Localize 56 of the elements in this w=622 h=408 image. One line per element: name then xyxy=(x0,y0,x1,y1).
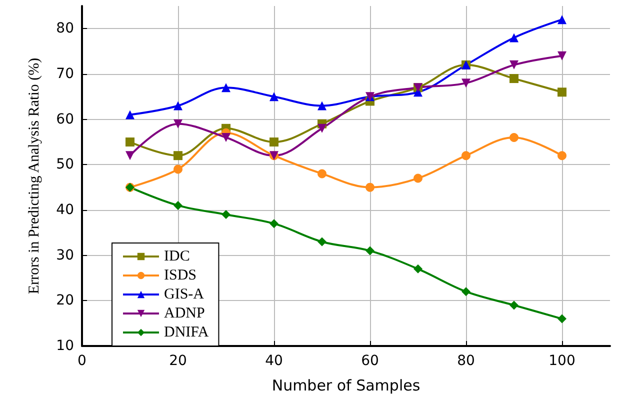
y-tick-label: 30 xyxy=(56,247,74,264)
point xyxy=(318,237,326,246)
point xyxy=(222,210,230,220)
point xyxy=(318,124,326,133)
point xyxy=(462,151,470,160)
point xyxy=(510,300,518,310)
x-tick-label: 20 xyxy=(169,353,187,369)
y-axis-title: Errors in Predicting Analysis Ratio (%) xyxy=(26,58,42,294)
legend-label: ISDS xyxy=(164,268,197,284)
point xyxy=(414,174,422,183)
legend-label: ADNP xyxy=(164,306,205,322)
x-tick-label: 40 xyxy=(265,353,283,369)
y-tick-label: 70 xyxy=(56,66,74,82)
y-tick-label: 40 xyxy=(56,202,74,218)
point xyxy=(366,246,374,256)
point xyxy=(558,51,566,60)
y-tick-label: 60 xyxy=(56,111,74,128)
y-tick-label: 10 xyxy=(56,338,74,354)
point xyxy=(366,182,374,192)
y-tick-label: 80 xyxy=(56,20,74,37)
legend-label: IDC xyxy=(164,248,190,264)
x-tick-label: 100 xyxy=(548,353,576,369)
point xyxy=(510,60,518,70)
point xyxy=(174,164,182,174)
point xyxy=(126,151,134,160)
x-tick-label: 80 xyxy=(457,353,475,369)
point xyxy=(558,15,566,24)
point xyxy=(126,110,134,120)
point xyxy=(510,33,518,42)
point xyxy=(318,169,326,178)
point xyxy=(558,88,566,97)
point xyxy=(270,219,278,228)
point xyxy=(510,132,518,142)
point xyxy=(462,287,470,296)
legend-label: DNIFA xyxy=(164,324,209,340)
point xyxy=(126,138,134,146)
point xyxy=(174,119,182,128)
point xyxy=(270,92,278,102)
point xyxy=(174,101,182,110)
x-tick-label: 0 xyxy=(78,353,86,369)
point xyxy=(318,101,326,110)
point xyxy=(462,78,470,88)
point xyxy=(558,314,566,324)
point xyxy=(414,264,422,274)
legend-label: GIS-A xyxy=(164,286,204,302)
point xyxy=(510,74,518,84)
x-tick-label: 60 xyxy=(361,353,379,369)
x-axis-title: Number of Samples xyxy=(272,376,420,394)
point xyxy=(222,83,230,92)
point xyxy=(222,132,230,142)
point xyxy=(174,200,182,210)
point xyxy=(174,151,182,160)
point xyxy=(270,138,278,146)
y-tick-label: 20 xyxy=(56,292,74,309)
point xyxy=(558,151,566,160)
y-tick-label: 50 xyxy=(56,156,74,173)
